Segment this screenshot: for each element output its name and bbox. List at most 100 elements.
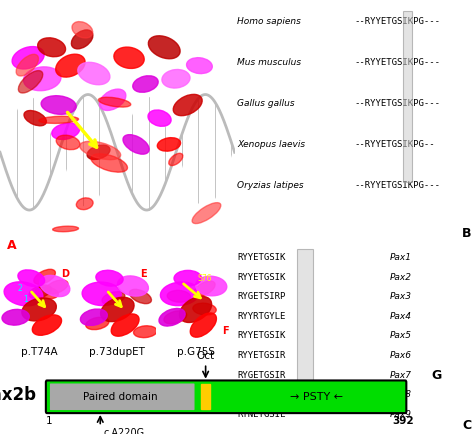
Ellipse shape [80,141,121,160]
Text: A: A [7,239,17,252]
Ellipse shape [46,280,68,294]
Ellipse shape [129,289,152,304]
Ellipse shape [35,287,58,299]
FancyBboxPatch shape [403,11,412,182]
Text: RYYETGSIR: RYYETGSIR [237,390,285,399]
Ellipse shape [190,313,217,337]
Ellipse shape [114,47,144,69]
Text: Mus musculus: Mus musculus [237,58,301,67]
Ellipse shape [99,97,131,107]
Ellipse shape [133,76,158,92]
Text: p.G75S: p.G75S [176,346,215,357]
Ellipse shape [148,36,180,59]
Ellipse shape [91,154,128,172]
Ellipse shape [22,298,56,321]
Ellipse shape [148,110,171,126]
Ellipse shape [82,282,121,306]
Ellipse shape [34,270,55,284]
Text: --RYYETGSIKPG---: --RYYETGSIKPG--- [354,181,440,190]
Text: S76: S76 [197,274,211,283]
Ellipse shape [4,282,43,306]
Ellipse shape [87,145,110,159]
Text: RYNETGSIL: RYNETGSIL [237,410,285,419]
Ellipse shape [164,311,187,324]
Text: F: F [222,326,228,336]
Text: p.T74A: p.T74A [21,346,57,357]
Ellipse shape [187,58,212,74]
Ellipse shape [134,326,157,338]
Text: 1: 1 [46,416,52,426]
Text: --RYYETGSIKPG---: --RYYETGSIKPG--- [354,58,440,67]
Ellipse shape [194,281,215,296]
Ellipse shape [39,116,79,123]
Ellipse shape [173,94,202,116]
Text: RYYETGSIK: RYYETGSIK [237,332,285,340]
Text: 1: 1 [23,296,28,304]
Text: c.A220G: c.A220G [104,428,145,434]
Ellipse shape [41,96,76,114]
Text: E: E [140,269,147,279]
Text: RYYRTGYLE: RYYRTGYLE [237,312,285,321]
Text: RYGETGSIR: RYGETGSIR [237,371,285,380]
Ellipse shape [29,285,52,299]
Ellipse shape [157,138,181,151]
Text: Pax7: Pax7 [390,371,412,380]
Text: Homo sapiens: Homo sapiens [237,17,301,26]
Ellipse shape [56,54,85,77]
Ellipse shape [111,314,139,336]
Ellipse shape [167,290,191,302]
Ellipse shape [86,317,109,330]
Ellipse shape [18,71,43,93]
Ellipse shape [96,270,123,286]
Ellipse shape [12,46,44,69]
Text: --RYYETGSIKPG---: --RYYETGSIKPG--- [354,17,440,26]
Ellipse shape [100,297,134,322]
Ellipse shape [32,315,62,335]
Text: Oryzias latipes: Oryzias latipes [237,181,304,190]
Text: Gallus gallus: Gallus gallus [237,99,295,108]
Text: Pax9: Pax9 [390,410,412,419]
Ellipse shape [169,153,183,165]
Text: RYYETGSIK: RYYETGSIK [237,273,285,282]
Text: Pax3: Pax3 [390,292,412,301]
Ellipse shape [53,226,79,232]
Text: Pax5: Pax5 [390,332,412,340]
Ellipse shape [24,111,46,126]
Ellipse shape [72,22,93,38]
Ellipse shape [56,135,80,150]
Text: --RYYETGSIKPG--: --RYYETGSIKPG-- [354,140,435,149]
Text: RYGETSIRP: RYGETSIRP [237,292,285,301]
Text: Paired domain: Paired domain [83,392,158,402]
Ellipse shape [192,203,221,224]
Ellipse shape [78,62,110,85]
Ellipse shape [180,296,211,322]
Bar [201,384,210,409]
Text: Pax4: Pax4 [390,312,412,321]
Text: B: B [462,227,472,240]
Text: RYYETGSIR: RYYETGSIR [237,351,285,360]
Ellipse shape [123,135,149,154]
Ellipse shape [159,309,185,326]
Ellipse shape [52,123,80,139]
Ellipse shape [196,276,227,296]
Text: Pax2b: Pax2b [0,385,36,404]
Ellipse shape [162,69,190,88]
Ellipse shape [40,276,70,296]
Ellipse shape [193,303,216,315]
Text: → PSTY ←: → PSTY ← [290,392,343,402]
Ellipse shape [76,198,93,210]
Text: RYYETGSIK: RYYETGSIK [237,253,285,262]
Ellipse shape [81,309,107,326]
Text: Xenopus laevis: Xenopus laevis [237,140,305,149]
Text: --RYYETGSIKPG---: --RYYETGSIKPG--- [354,99,440,108]
Ellipse shape [16,54,38,76]
FancyBboxPatch shape [46,381,406,413]
Ellipse shape [118,276,148,296]
Text: Pax6: Pax6 [390,351,412,360]
Text: 2: 2 [17,284,22,293]
Text: 392: 392 [392,416,414,426]
Text: G: G [431,369,442,382]
Ellipse shape [160,282,200,306]
Ellipse shape [100,89,126,110]
Ellipse shape [174,270,201,286]
